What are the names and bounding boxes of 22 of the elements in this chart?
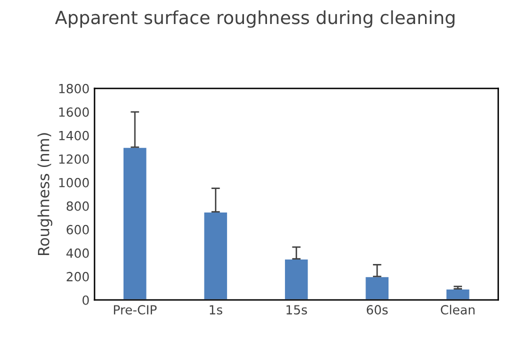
y-tick-label: 0 [82, 295, 89, 305]
bar [284, 258, 310, 300]
y-axis-title: Roughness (nm) [38, 133, 52, 256]
y-tick-label: 1800 [59, 84, 89, 94]
y-tick-label: 1400 [59, 130, 89, 140]
x-tick-label: Clean [440, 304, 475, 315]
x-tick-label: 15s [286, 305, 307, 315]
x-tick-label: 60s [366, 305, 388, 315]
y-tick-label: 1000 [59, 178, 89, 188]
y-tick-label: 1600 [59, 107, 89, 117]
y-tick-label: 800 [66, 201, 89, 211]
chart-title: Apparent surface roughness during cleaning [55, 10, 454, 28]
bar [122, 146, 148, 300]
y-tick-label: 200 [66, 272, 89, 282]
bar [202, 211, 228, 300]
bar [445, 288, 471, 300]
y-tick-label: 1200 [59, 154, 89, 164]
y-tick-label: 400 [66, 248, 89, 258]
y-tick-label: 600 [66, 224, 89, 234]
x-tick-label: 1s [210, 305, 222, 315]
x-tick-label: Pre-CIP [114, 305, 157, 315]
bar [364, 276, 390, 300]
